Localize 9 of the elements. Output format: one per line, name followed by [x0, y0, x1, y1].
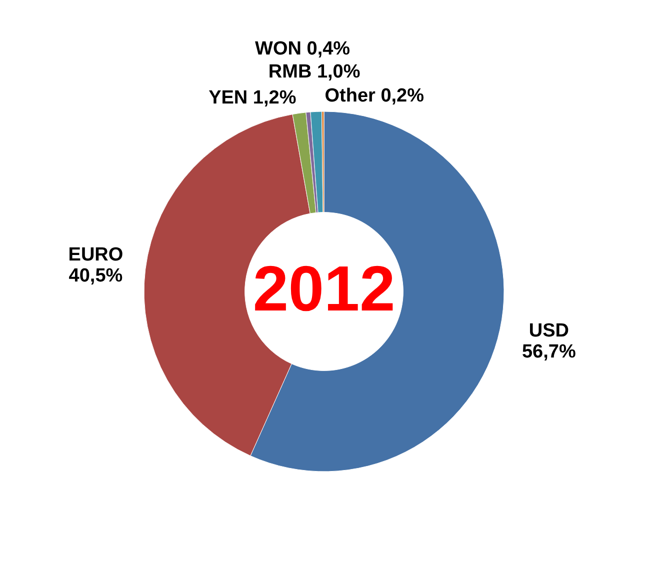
- slice-label: USD: [528, 320, 569, 342]
- slice-label: Other 0,2%: [324, 86, 424, 107]
- data-label: 40,5%: [68, 265, 123, 286]
- data-label: 56,7%: [522, 342, 576, 363]
- slice-label: RMB 1,0%: [268, 62, 360, 83]
- text: 2012: [252, 252, 396, 324]
- slice-label: YEN 1,2%: [208, 87, 296, 108]
- slice-label: EURO: [68, 244, 124, 266]
- slice-label: WON 0,4%: [255, 38, 350, 60]
